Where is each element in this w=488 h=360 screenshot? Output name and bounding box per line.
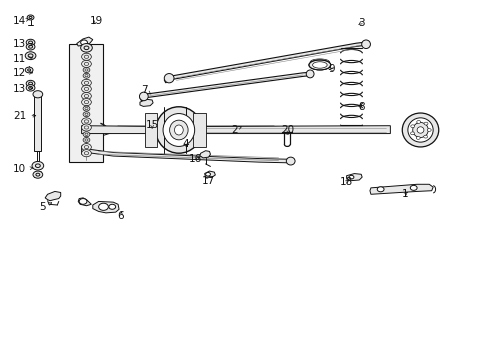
Circle shape [33, 171, 42, 178]
Text: 20: 20 [281, 125, 294, 135]
Text: 13: 13 [13, 84, 32, 94]
Polygon shape [369, 184, 432, 194]
Ellipse shape [286, 157, 294, 165]
Text: 14: 14 [13, 16, 29, 26]
Polygon shape [81, 126, 155, 134]
Circle shape [81, 144, 91, 151]
Circle shape [26, 80, 35, 87]
Circle shape [423, 135, 427, 138]
Text: 21: 21 [13, 111, 36, 121]
Ellipse shape [407, 118, 432, 142]
Polygon shape [93, 202, 119, 213]
Circle shape [81, 118, 91, 125]
Circle shape [25, 67, 33, 73]
Circle shape [83, 73, 90, 78]
Circle shape [416, 121, 420, 123]
Ellipse shape [308, 60, 330, 70]
Polygon shape [78, 198, 91, 206]
Circle shape [81, 79, 91, 86]
Circle shape [81, 93, 91, 100]
Circle shape [81, 60, 91, 67]
Circle shape [81, 44, 92, 52]
Ellipse shape [305, 70, 313, 78]
Text: 11: 11 [13, 54, 32, 64]
Circle shape [205, 172, 210, 176]
Circle shape [81, 99, 91, 106]
Circle shape [83, 106, 90, 111]
Circle shape [25, 52, 36, 60]
Text: 19: 19 [89, 16, 102, 26]
Circle shape [81, 85, 91, 93]
Text: 12: 12 [13, 68, 32, 78]
Polygon shape [34, 94, 41, 152]
Ellipse shape [402, 113, 438, 147]
Polygon shape [200, 151, 210, 158]
Ellipse shape [412, 122, 427, 138]
Text: 6: 6 [117, 211, 123, 221]
Ellipse shape [312, 62, 326, 68]
Text: 17: 17 [201, 176, 214, 186]
Ellipse shape [361, 40, 370, 49]
Text: 15: 15 [145, 120, 159, 130]
Circle shape [27, 15, 34, 20]
Circle shape [410, 132, 414, 135]
Ellipse shape [174, 125, 183, 135]
Polygon shape [346, 174, 362, 181]
Ellipse shape [163, 113, 194, 147]
Circle shape [32, 161, 43, 170]
Text: 4: 4 [183, 139, 189, 149]
Polygon shape [81, 145, 85, 154]
Circle shape [83, 138, 90, 143]
Circle shape [79, 199, 87, 204]
Circle shape [83, 112, 90, 117]
Text: 10: 10 [13, 164, 33, 174]
Circle shape [26, 85, 35, 91]
Circle shape [81, 40, 87, 45]
Polygon shape [84, 149, 290, 163]
Ellipse shape [139, 92, 148, 101]
Text: 5: 5 [40, 202, 52, 212]
Polygon shape [144, 113, 157, 147]
Ellipse shape [156, 107, 202, 153]
Text: 7: 7 [141, 85, 151, 95]
Circle shape [81, 150, 91, 157]
Circle shape [83, 132, 90, 137]
Circle shape [83, 67, 90, 72]
Text: 3: 3 [357, 18, 364, 28]
Text: 9: 9 [328, 64, 335, 74]
Circle shape [376, 187, 383, 192]
Polygon shape [193, 113, 205, 147]
Circle shape [99, 203, 108, 210]
Circle shape [423, 122, 427, 125]
Circle shape [33, 91, 42, 98]
Ellipse shape [164, 73, 174, 83]
Text: 13: 13 [13, 39, 32, 49]
Circle shape [348, 175, 353, 179]
Circle shape [81, 53, 91, 60]
Polygon shape [140, 99, 153, 107]
Text: 18: 18 [339, 177, 352, 187]
Polygon shape [45, 192, 61, 201]
Ellipse shape [169, 120, 188, 140]
Circle shape [410, 125, 414, 128]
Circle shape [81, 124, 91, 131]
Circle shape [409, 185, 416, 190]
Circle shape [427, 129, 430, 131]
Circle shape [26, 44, 35, 50]
Circle shape [26, 39, 35, 46]
Text: 2: 2 [231, 125, 241, 135]
Circle shape [109, 204, 116, 209]
Polygon shape [77, 37, 93, 46]
Circle shape [415, 136, 419, 139]
Text: 8: 8 [357, 102, 364, 112]
Bar [69, 44, 103, 162]
Text: 16: 16 [189, 154, 202, 163]
Text: 1: 1 [401, 189, 407, 199]
Polygon shape [164, 42, 368, 83]
Polygon shape [202, 126, 389, 134]
Ellipse shape [416, 127, 423, 133]
Polygon shape [204, 171, 215, 177]
Polygon shape [140, 72, 312, 101]
